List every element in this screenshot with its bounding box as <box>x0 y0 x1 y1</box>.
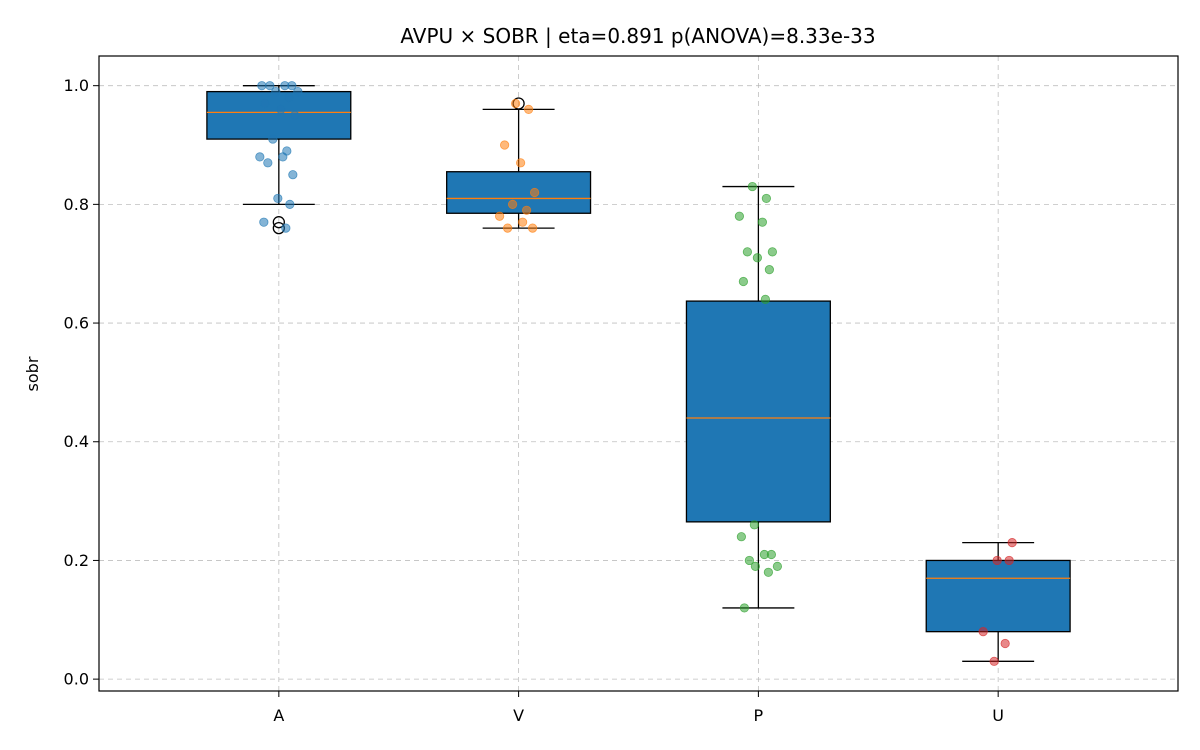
data-point <box>747 181 757 192</box>
data-point <box>516 158 526 168</box>
data-point <box>273 193 283 204</box>
data-point <box>518 217 528 227</box>
box-iqr <box>685 300 831 523</box>
data-point <box>1007 538 1017 548</box>
chart-title: AVPU × SOBR | eta=0.891 p(ANOVA)=8.33e-3… <box>400 24 875 48</box>
data-point <box>752 253 762 263</box>
data-point <box>1000 638 1010 649</box>
x-tick-label: U <box>992 706 1004 725</box>
data-point <box>761 193 771 204</box>
data-point <box>749 520 759 530</box>
data-point <box>495 211 505 221</box>
data-point <box>511 98 521 109</box>
data-point <box>744 555 754 566</box>
x-tick-label: V <box>513 706 524 725</box>
box-iqr <box>206 90 352 140</box>
data-point <box>287 81 297 91</box>
jitter-points <box>255 81 1017 666</box>
data-point <box>750 561 760 571</box>
x-tick-label: A <box>273 706 284 725</box>
data-point <box>757 217 767 227</box>
data-point <box>528 223 538 233</box>
box-iqr <box>925 559 1071 633</box>
box-layer <box>206 85 1071 662</box>
data-point <box>259 217 269 227</box>
data-point <box>734 211 744 221</box>
data-point <box>1004 555 1014 566</box>
data-point <box>263 158 273 168</box>
data-point <box>738 276 748 287</box>
data-point <box>767 247 777 257</box>
y-axis-label: sobr <box>23 356 42 391</box>
data-point <box>989 656 999 666</box>
axis-ticks: 0.0 0.2 0.4 0.6 0.8 1.0 A V P U <box>64 76 1004 725</box>
data-point <box>978 627 988 637</box>
data-point <box>763 567 773 577</box>
data-point <box>278 152 288 162</box>
data-point <box>760 294 770 304</box>
data-point <box>742 247 752 257</box>
data-point <box>530 187 540 198</box>
y-tick-label: 0.4 <box>64 432 89 451</box>
data-point <box>255 152 265 162</box>
data-point <box>524 104 534 115</box>
data-point <box>281 223 291 233</box>
data-point <box>508 199 518 209</box>
data-point <box>992 555 1002 566</box>
y-tick-label: 0.2 <box>64 551 89 570</box>
data-point <box>271 87 281 97</box>
data-point <box>285 199 295 209</box>
data-point <box>293 87 303 97</box>
data-point <box>265 81 275 91</box>
y-tick-label: 0.8 <box>64 195 89 214</box>
data-point <box>288 170 298 180</box>
data-point <box>284 92 294 103</box>
plot-frame <box>98 55 1179 692</box>
data-point <box>290 110 300 120</box>
data-point <box>503 223 513 233</box>
data-point <box>268 134 278 144</box>
y-tick-label: 0.6 <box>64 314 89 333</box>
data-point <box>522 205 532 215</box>
data-point <box>766 549 776 560</box>
x-tick-label: P <box>754 706 764 725</box>
data-point <box>772 561 782 571</box>
data-point <box>739 603 749 613</box>
outlier-marker <box>272 216 285 229</box>
data-point <box>257 81 267 91</box>
data-point <box>736 532 746 542</box>
data-point <box>764 265 774 275</box>
y-tick-label: 0.0 <box>64 670 89 689</box>
box-iqr <box>446 171 592 214</box>
y-tick-label: 1.0 <box>64 76 89 95</box>
data-point <box>260 98 270 109</box>
data-point <box>276 104 286 115</box>
data-point <box>500 140 510 150</box>
